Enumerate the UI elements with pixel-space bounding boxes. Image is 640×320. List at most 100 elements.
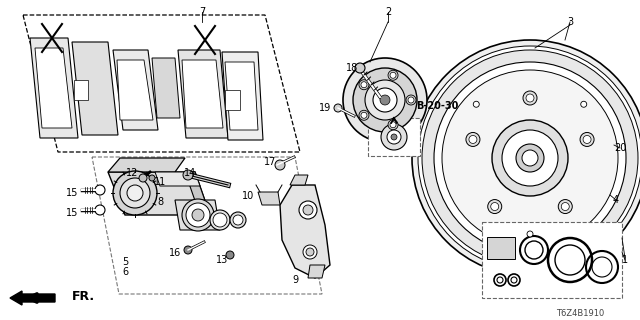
Polygon shape [225, 90, 240, 110]
Circle shape [473, 101, 479, 107]
Circle shape [516, 144, 544, 172]
Circle shape [526, 94, 534, 102]
Circle shape [184, 246, 192, 254]
Polygon shape [23, 15, 300, 152]
Polygon shape [178, 50, 228, 138]
Polygon shape [92, 157, 322, 294]
Polygon shape [35, 48, 72, 128]
Text: 15: 15 [66, 188, 78, 198]
Text: 7: 7 [199, 7, 205, 17]
Circle shape [230, 212, 246, 228]
Circle shape [139, 174, 147, 182]
Circle shape [527, 231, 533, 237]
Circle shape [408, 97, 414, 103]
Circle shape [186, 203, 210, 227]
Text: 9: 9 [292, 275, 298, 285]
Circle shape [523, 91, 537, 105]
Polygon shape [117, 60, 153, 120]
Circle shape [127, 185, 143, 201]
Circle shape [361, 82, 367, 88]
Bar [487, 237, 515, 259]
Polygon shape [108, 158, 185, 172]
Polygon shape [72, 42, 118, 135]
Circle shape [502, 130, 558, 186]
Circle shape [355, 63, 365, 73]
Text: 8: 8 [157, 197, 163, 207]
Circle shape [334, 104, 342, 112]
Circle shape [361, 112, 367, 118]
Circle shape [343, 58, 427, 142]
Circle shape [210, 210, 230, 230]
Circle shape [434, 62, 626, 254]
Polygon shape [108, 172, 210, 215]
Circle shape [149, 175, 155, 181]
Polygon shape [30, 38, 78, 138]
Circle shape [182, 199, 214, 231]
Circle shape [226, 251, 234, 259]
Circle shape [488, 200, 502, 213]
Circle shape [390, 122, 396, 128]
Circle shape [303, 245, 317, 259]
Polygon shape [222, 52, 263, 140]
Polygon shape [182, 60, 223, 128]
Circle shape [95, 205, 105, 215]
Text: 13: 13 [216, 255, 228, 265]
Text: 11: 11 [154, 177, 166, 187]
Circle shape [390, 72, 396, 78]
Text: 17: 17 [264, 157, 276, 167]
Circle shape [492, 120, 568, 196]
Text: 2: 2 [385, 7, 391, 17]
Polygon shape [74, 80, 88, 100]
Circle shape [381, 124, 407, 150]
Polygon shape [308, 265, 325, 278]
Text: FR.: FR. [72, 290, 95, 302]
FancyArrow shape [10, 291, 55, 305]
Text: 3: 3 [567, 17, 573, 27]
Circle shape [95, 185, 105, 195]
Circle shape [391, 134, 397, 140]
Polygon shape [185, 172, 210, 215]
Circle shape [580, 132, 594, 147]
Circle shape [558, 200, 572, 213]
Text: 6: 6 [122, 267, 128, 277]
Circle shape [306, 248, 314, 256]
Text: 20: 20 [614, 143, 626, 153]
Circle shape [387, 130, 401, 144]
Circle shape [303, 205, 313, 215]
Circle shape [373, 88, 397, 112]
Circle shape [580, 101, 587, 107]
Circle shape [422, 50, 638, 266]
Polygon shape [152, 58, 180, 118]
Polygon shape [368, 118, 420, 156]
Circle shape [412, 40, 640, 276]
Polygon shape [175, 200, 220, 230]
Circle shape [183, 170, 193, 180]
Circle shape [406, 95, 416, 105]
Circle shape [380, 95, 390, 105]
Polygon shape [225, 62, 258, 130]
Polygon shape [155, 172, 200, 186]
Polygon shape [258, 192, 280, 205]
Circle shape [466, 132, 480, 147]
Circle shape [113, 171, 157, 215]
Text: 5: 5 [122, 257, 128, 267]
Polygon shape [290, 175, 308, 185]
Text: 19: 19 [319, 103, 331, 113]
Polygon shape [482, 222, 622, 298]
Circle shape [365, 80, 405, 120]
Text: 16: 16 [169, 248, 181, 258]
Circle shape [583, 135, 591, 143]
Circle shape [418, 46, 640, 270]
Polygon shape [280, 185, 330, 278]
Text: 1: 1 [622, 255, 628, 265]
Circle shape [120, 178, 150, 208]
Text: 10: 10 [242, 191, 254, 201]
Circle shape [491, 203, 499, 211]
Circle shape [561, 203, 569, 211]
Circle shape [359, 110, 369, 120]
Circle shape [275, 160, 285, 170]
Text: T6Z4B1910: T6Z4B1910 [556, 308, 604, 317]
Text: 18: 18 [346, 63, 358, 73]
Polygon shape [113, 50, 158, 130]
Text: 12: 12 [126, 168, 138, 178]
